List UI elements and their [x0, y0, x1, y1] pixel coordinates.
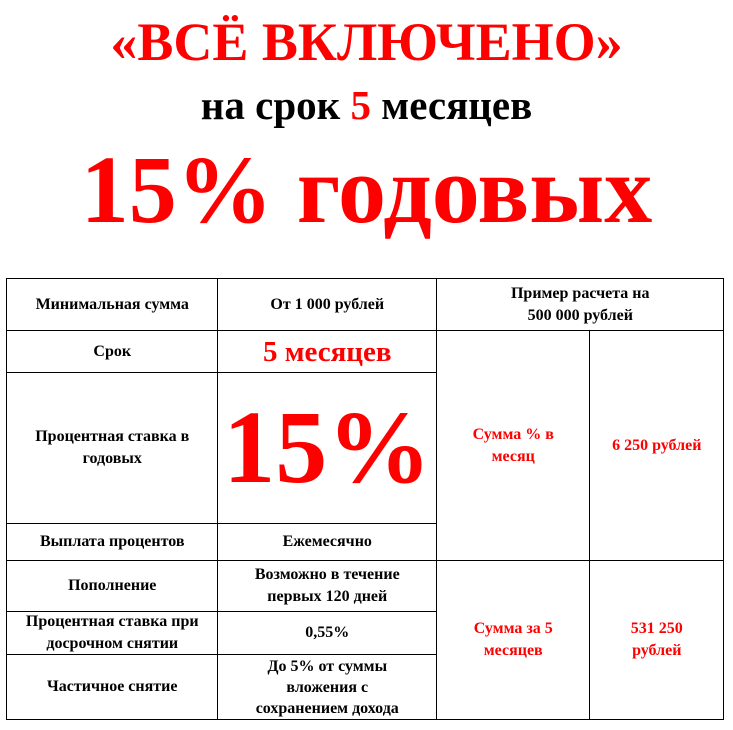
value-rate: 15%	[217, 372, 438, 525]
value-payout: Ежемесячно	[217, 523, 438, 562]
value-topup: Возможно в течение первых 120 дней	[217, 560, 438, 613]
term-suffix: месяцев	[371, 82, 533, 128]
term-number: 5	[350, 82, 372, 128]
label-min-sum: Минимальная сумма	[6, 278, 219, 332]
example-header: Пример расчета на 500 000 рублей	[436, 278, 725, 332]
example-total-label: Сумма за 5 месяцев	[436, 560, 591, 721]
example-monthly-label: Сумма % в месяц	[436, 330, 591, 562]
label-term: Срок	[6, 330, 219, 374]
headline-title: «ВСЁ ВКЛЮЧЕНО»	[110, 12, 623, 72]
label-rate: Процентная ставка в годовых	[6, 372, 219, 525]
value-early-rate: 0,55%	[217, 611, 438, 656]
label-partial: Частичное снятие	[6, 654, 219, 721]
term-prefix: на срок	[200, 82, 351, 128]
example-monthly-value: 6 250 рублей	[589, 330, 725, 562]
headline-rate: 15% годовых	[80, 136, 653, 243]
value-min-sum: От 1 000 рублей	[217, 278, 438, 332]
value-term: 5 месяцев	[217, 330, 438, 374]
label-payout: Выплата процентов	[6, 523, 219, 562]
label-topup: Пополнение	[6, 560, 219, 613]
value-partial: До 5% от суммы вложения с сохранением до…	[217, 654, 438, 721]
example-total-value: 531 250 рублей	[589, 560, 725, 721]
headline-term: на срок 5 месяцев	[0, 82, 733, 128]
label-early-rate: Процентная ставка при досрочном снятии	[6, 611, 219, 656]
